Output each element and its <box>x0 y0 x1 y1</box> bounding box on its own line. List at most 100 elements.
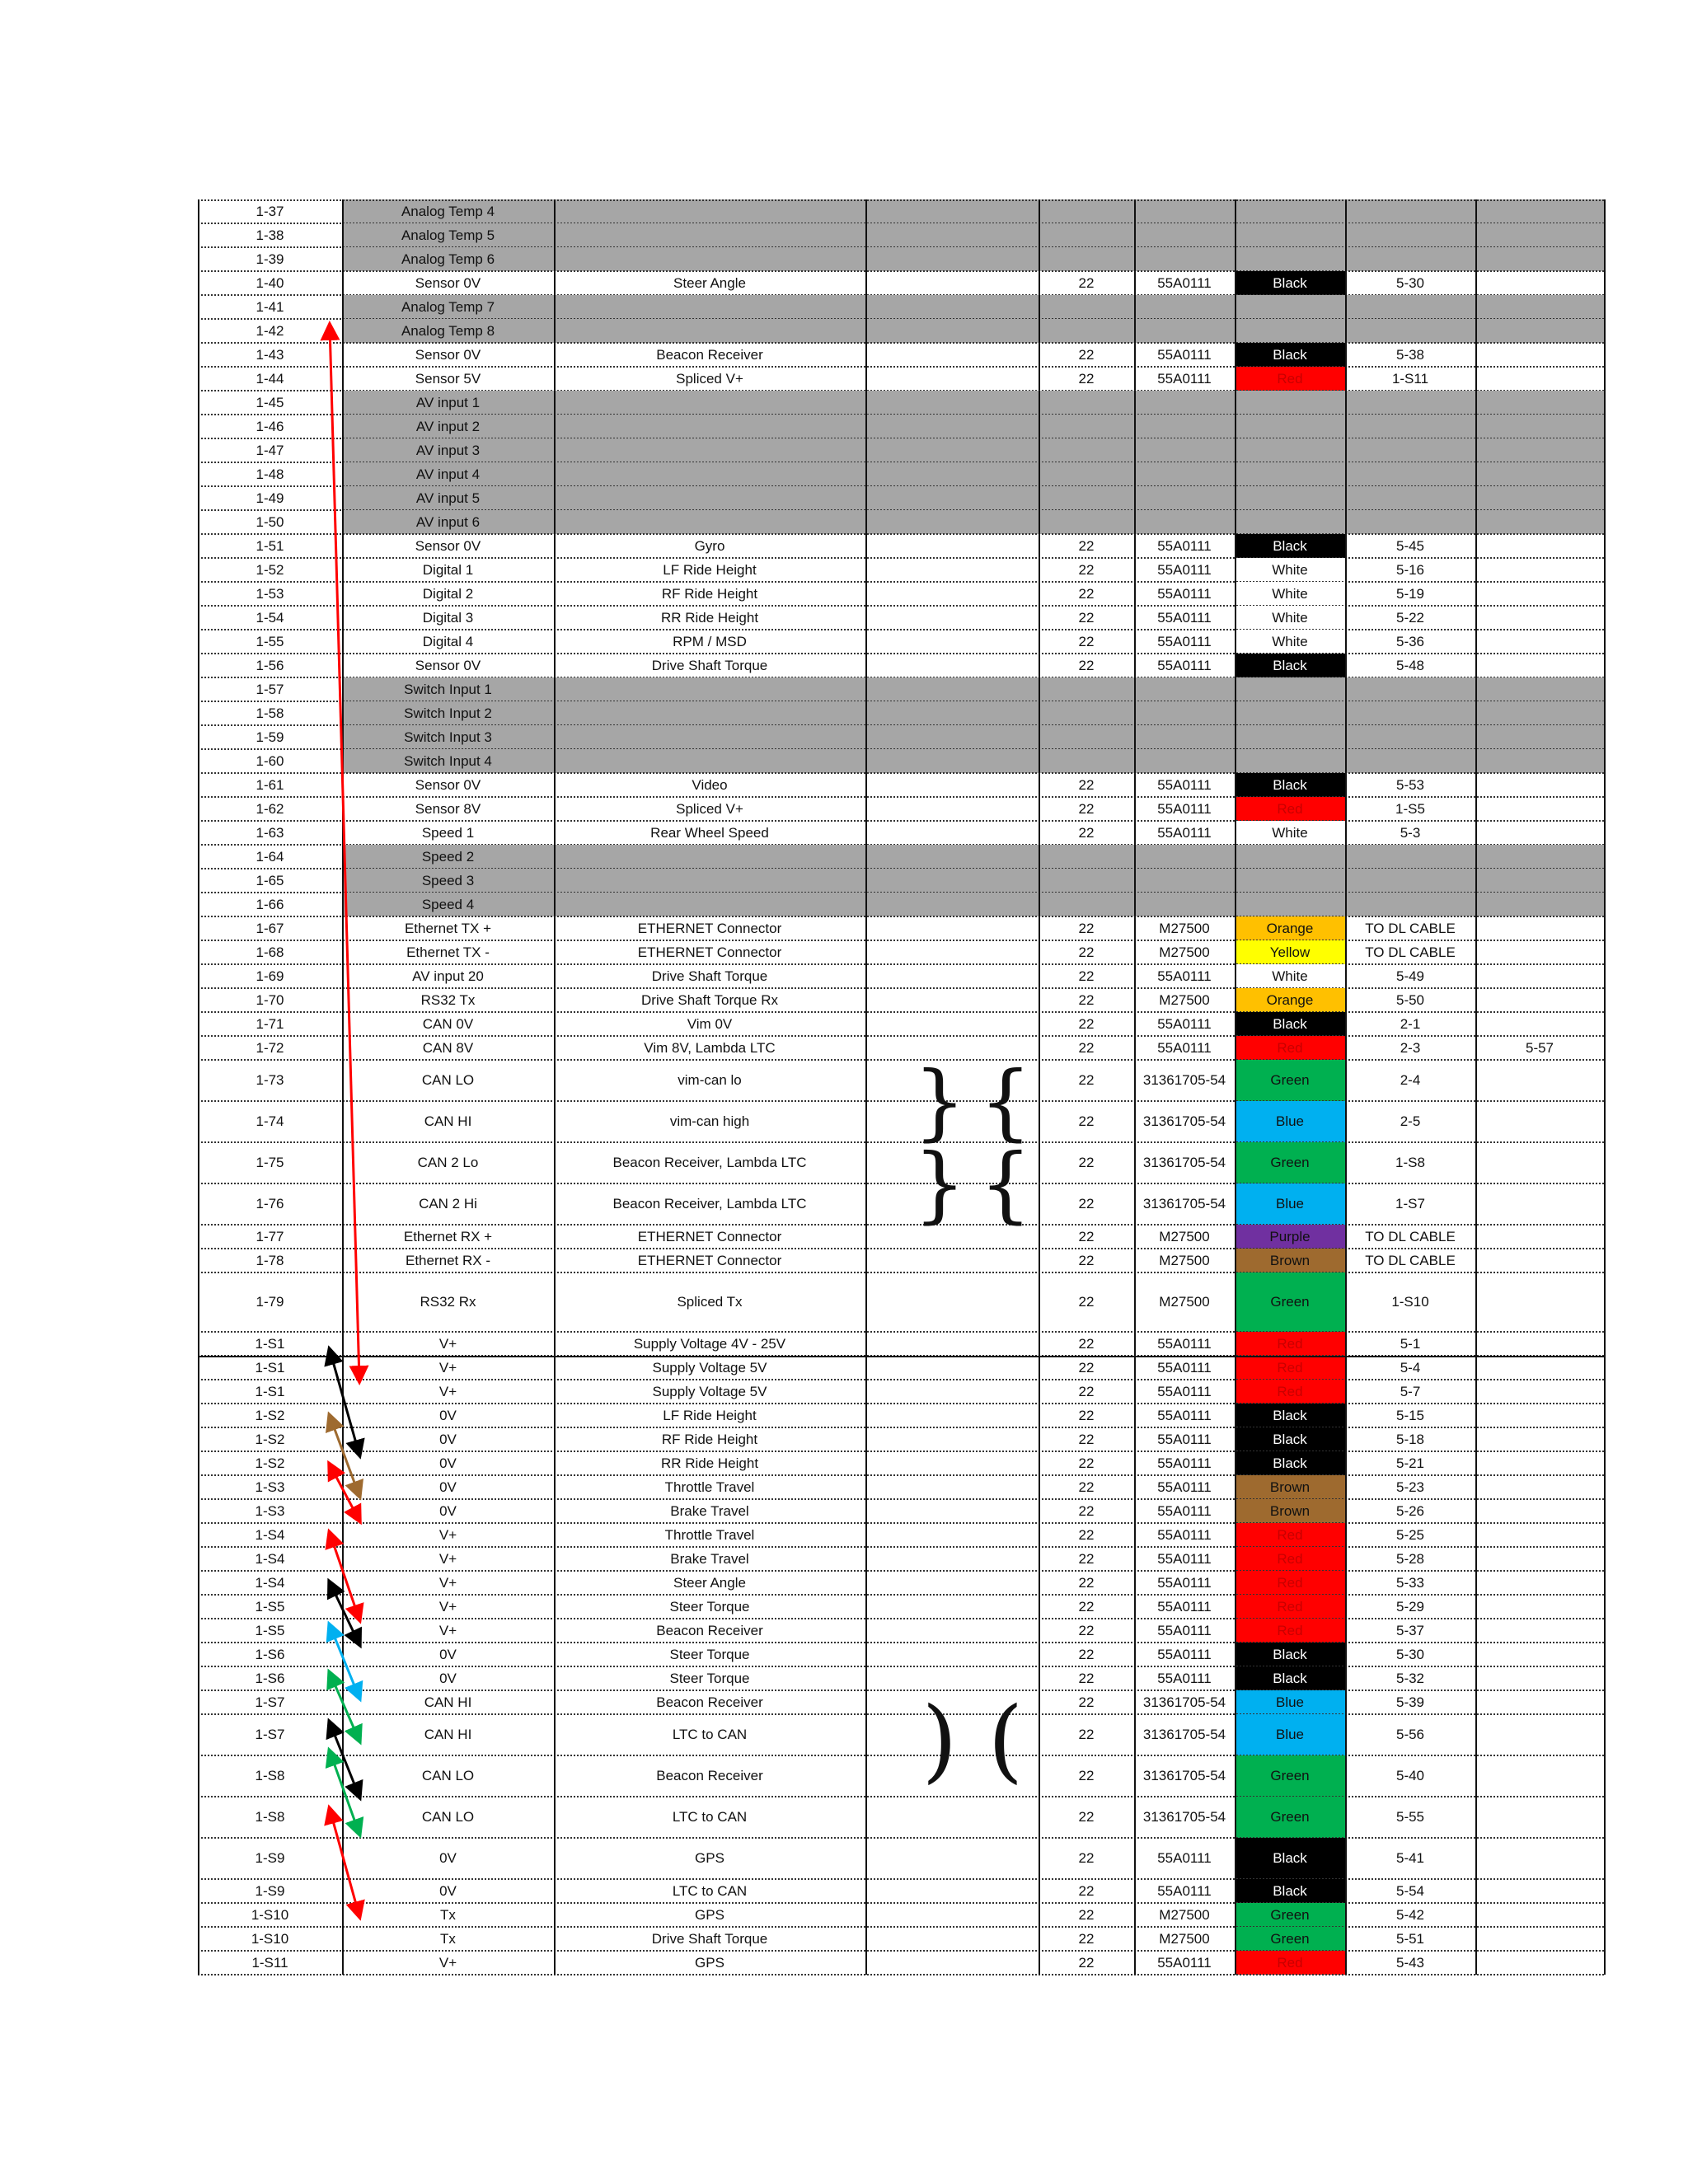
cell-dest: GPS <box>695 1906 724 1923</box>
cell-pin: 1-40 <box>256 274 284 291</box>
cell-part: 55A0111 <box>1157 657 1212 673</box>
cell-part: 31361705-54 <box>1142 1072 1226 1089</box>
cell-to: 2-3 <box>1400 1039 1421 1056</box>
cell-gauge: 22 <box>1078 370 1095 387</box>
cell-to: 5-51 <box>1395 1930 1425 1947</box>
cell-to <box>1345 247 1475 271</box>
cell-dest: GPS <box>695 1850 724 1867</box>
row-separator <box>198 1666 1604 1667</box>
row-separator <box>198 1950 1604 1952</box>
cell-part: 31361705-54 <box>1142 1809 1226 1825</box>
cell-gauge: 22 <box>1078 1383 1095 1399</box>
cell-part: M27500 <box>1159 920 1210 936</box>
cell-gauge: 22 <box>1078 1906 1095 1923</box>
cell-dest: Spliced Tx <box>677 1294 743 1310</box>
cell-part: 55A0111 <box>1157 1622 1212 1638</box>
cell-pin: 1-49 <box>256 490 284 506</box>
cell-extra: 5-57 <box>1525 1039 1554 1056</box>
splice-arrow <box>327 1460 362 1526</box>
cell-part <box>1134 415 1235 438</box>
cell-func: 0V <box>439 1502 457 1519</box>
cell-func: Ethernet RX - <box>406 1252 490 1268</box>
cell-pin: 1-S4 <box>255 1550 285 1567</box>
cell-dest: Steer Angle <box>673 274 746 291</box>
cell-func: Tx <box>440 1930 456 1947</box>
cell-to: 5-29 <box>1395 1598 1425 1615</box>
unused-spacer-cell <box>865 510 1039 534</box>
cell-to <box>1345 199 1475 223</box>
row-separator <box>198 1570 1604 1572</box>
cell-color <box>1235 510 1345 534</box>
cell-extra <box>1475 869 1604 893</box>
row-separator <box>198 629 1604 630</box>
cell-gauge <box>1039 893 1134 916</box>
cell-to: 5-19 <box>1395 585 1425 602</box>
cell-func: 0V <box>439 1850 457 1867</box>
cell-color <box>1235 845 1345 869</box>
cell-to: 5-39 <box>1395 1694 1425 1710</box>
cell-part <box>1134 462 1235 486</box>
cell-gauge <box>1039 869 1134 893</box>
unused-spacer-cell <box>865 319 1039 343</box>
cell-pin: 1-44 <box>256 370 284 387</box>
table-top-border <box>198 199 1604 201</box>
cell-pin: 1-S3 <box>255 1479 285 1495</box>
cell-pin: 1-42 <box>256 322 284 339</box>
cell-dest: LF Ride Height <box>663 1407 757 1423</box>
cell-part: 55A0111 <box>1157 776 1212 793</box>
row-separator <box>198 940 1604 941</box>
cell-part: 55A0111 <box>1157 968 1212 984</box>
row-separator <box>198 1427 1604 1428</box>
cell-dest <box>554 319 865 343</box>
cell-to: 5-3 <box>1400 824 1421 841</box>
unused-spacer-cell <box>865 223 1039 247</box>
cell-gauge <box>1039 462 1134 486</box>
unused-spacer-cell <box>865 247 1039 271</box>
cell-pin: 1-79 <box>256 1294 284 1310</box>
cell-pin: 1-38 <box>256 227 284 243</box>
cell-to: 5-32 <box>1395 1670 1425 1686</box>
cell-to: 1-S5 <box>1395 800 1425 817</box>
cell-extra <box>1475 247 1604 271</box>
cell-func: Sensor 0V <box>415 776 481 793</box>
wire-color-swatch: Purple <box>1235 1225 1345 1249</box>
cell-dest: RF Ride Height <box>661 1431 758 1447</box>
cell-dest: Vim 0V <box>687 1015 733 1032</box>
wire-color-swatch: Black <box>1235 343 1345 367</box>
row-separator <box>198 342 1604 344</box>
cell-pin: 1-41 <box>256 298 284 315</box>
cell-func: Analog Temp 7 <box>342 295 554 319</box>
cell-dest: vim-can lo <box>678 1072 742 1089</box>
twist-brace-right: { <box>979 1052 1032 1150</box>
cell-func: CAN LO <box>421 1768 475 1784</box>
cell-to <box>1345 462 1475 486</box>
cell-pin: 1-S7 <box>255 1694 285 1710</box>
cell-to: 1-S7 <box>1395 1196 1425 1212</box>
cell-pin: 1-71 <box>256 1015 284 1032</box>
cell-dest: LTC to CAN <box>672 1727 748 1743</box>
column-rule <box>1345 199 1347 1975</box>
cell-dest <box>554 438 865 462</box>
wire-color-swatch: Black <box>1235 1012 1345 1036</box>
wire-color-swatch: Brown <box>1235 1249 1345 1272</box>
cell-pin: 1-S2 <box>255 1455 285 1471</box>
cell-func: CAN 2 Hi <box>419 1196 477 1212</box>
cell-dest: Drive Shaft Torque <box>651 657 768 673</box>
cell-gauge <box>1039 701 1134 725</box>
cell-gauge <box>1039 845 1134 869</box>
wire-color-swatch: Green <box>1235 1903 1345 1927</box>
cell-to: 5-48 <box>1395 657 1425 673</box>
row-separator <box>198 987 1604 989</box>
cell-color <box>1235 869 1345 893</box>
cell-func: Sensor 0V <box>415 537 481 554</box>
wire-color-swatch: Red <box>1235 1332 1345 1356</box>
cell-pin: 1-S2 <box>255 1407 285 1423</box>
unused-spacer-cell <box>865 199 1039 223</box>
cell-part: 31361705-54 <box>1142 1155 1226 1171</box>
cell-dest: GPS <box>695 1954 724 1971</box>
cell-dest: LTC to CAN <box>672 1809 748 1825</box>
cell-func: 0V <box>439 1431 457 1447</box>
row-separator <box>198 653 1604 654</box>
row-separator <box>198 1755 1604 1756</box>
